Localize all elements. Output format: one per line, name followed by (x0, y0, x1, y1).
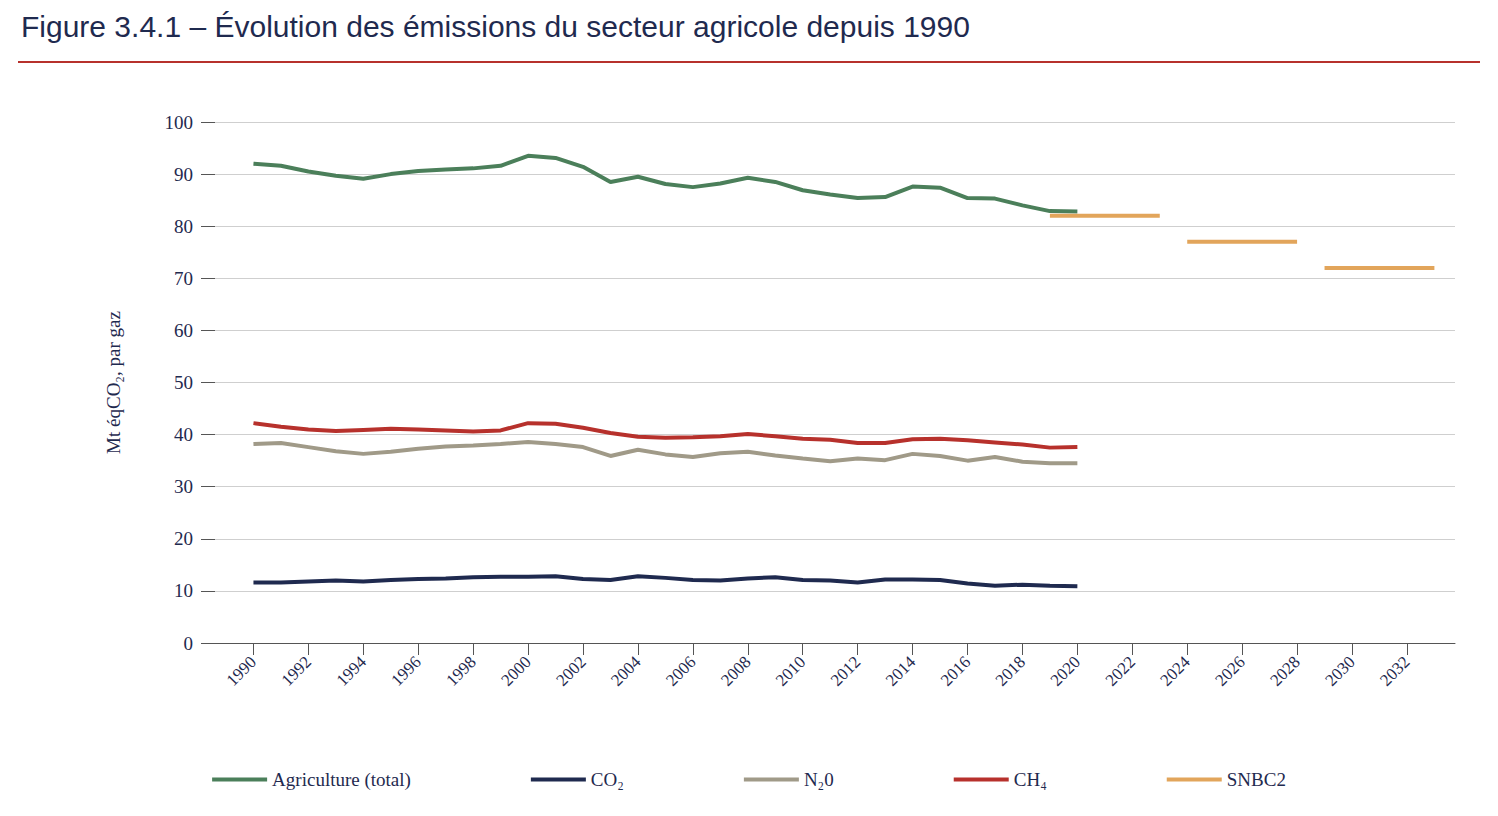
svg-text:2012: 2012 (827, 652, 864, 689)
svg-text:2000: 2000 (497, 652, 534, 689)
svg-text:20: 20 (174, 528, 193, 549)
svg-text:2032: 2032 (1376, 652, 1413, 689)
svg-text:1996: 1996 (387, 652, 424, 689)
svg-text:2028: 2028 (1266, 652, 1303, 689)
svg-text:30: 30 (174, 476, 193, 497)
svg-text:90: 90 (174, 164, 193, 185)
svg-text:SNBC2: SNBC2 (1227, 769, 1286, 790)
svg-text:100: 100 (165, 112, 194, 133)
svg-text:N₂0: N₂0 (804, 769, 834, 790)
svg-text:CO₂: CO₂ (591, 769, 624, 790)
svg-text:1998: 1998 (442, 652, 479, 689)
svg-text:60: 60 (174, 320, 193, 341)
svg-text:2014: 2014 (882, 652, 920, 690)
svg-text:2002: 2002 (552, 652, 589, 689)
svg-text:1994: 1994 (333, 652, 371, 690)
svg-text:2010: 2010 (772, 652, 809, 689)
svg-text:1992: 1992 (278, 652, 315, 689)
svg-text:CH₄: CH₄ (1014, 769, 1047, 790)
svg-text:2016: 2016 (937, 652, 974, 689)
svg-text:Mt éqCO₂, par gaz: Mt éqCO₂, par gaz (103, 311, 124, 454)
svg-text:2004: 2004 (607, 652, 645, 690)
svg-text:2020: 2020 (1047, 652, 1084, 689)
svg-text:80: 80 (174, 216, 193, 237)
svg-text:2008: 2008 (717, 652, 754, 689)
svg-text:2018: 2018 (992, 652, 1029, 689)
svg-text:2022: 2022 (1102, 652, 1139, 689)
svg-text:1990: 1990 (223, 652, 260, 689)
svg-text:2024: 2024 (1156, 652, 1194, 690)
svg-text:Agriculture (total): Agriculture (total) (272, 769, 411, 791)
svg-text:40: 40 (174, 424, 193, 445)
svg-text:Figure 3.4.1 – Évolution des é: Figure 3.4.1 – Évolution des émissions d… (21, 10, 970, 43)
svg-text:2026: 2026 (1211, 652, 1248, 689)
svg-text:10: 10 (174, 580, 193, 601)
svg-text:50: 50 (174, 372, 193, 393)
svg-text:2006: 2006 (662, 652, 699, 689)
svg-text:70: 70 (174, 268, 193, 289)
svg-text:0: 0 (184, 633, 194, 654)
svg-text:2030: 2030 (1321, 652, 1358, 689)
